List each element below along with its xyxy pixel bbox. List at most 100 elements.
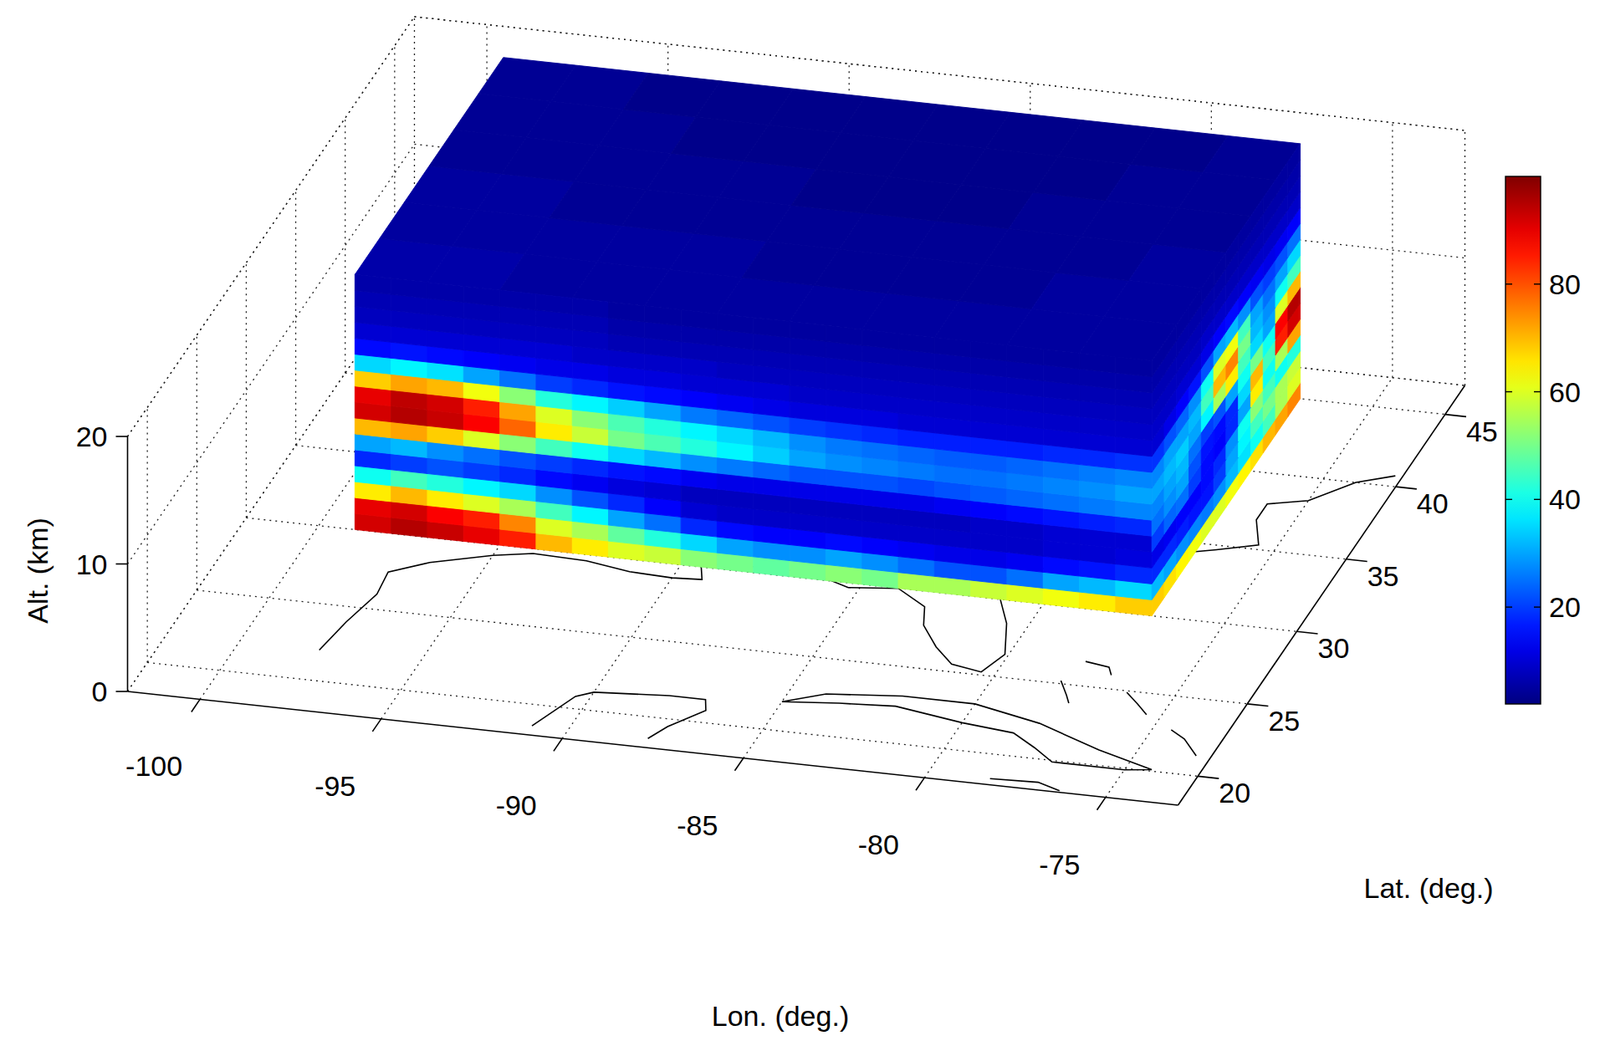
cell [500,290,537,311]
x-tick [1097,797,1106,811]
z-axis-title: Alt. (km) [21,517,54,624]
coastline [1170,730,1197,757]
grid-line [295,190,297,446]
x-tick [372,719,381,732]
y-tick [1395,486,1417,490]
x-tick-label: -100 [125,750,183,783]
grid-line [245,262,247,518]
colorbar-tick-label: 80 [1548,268,1581,301]
y-tick-label: 45 [1466,415,1498,448]
slices [354,57,1300,617]
cell [1042,348,1079,369]
cell [680,310,717,331]
cell [1115,357,1152,378]
cell [608,301,645,323]
grid-line [344,117,346,374]
y-tick [1247,704,1268,707]
x-tick-label: -80 [858,828,900,861]
colorbar-tick [1533,499,1541,501]
colorbar-tick-label: 40 [1548,483,1581,516]
y-axis [1178,385,1466,806]
y-tick-label: 30 [1317,632,1350,665]
grid-line [127,271,415,692]
colorbar-tick [1505,391,1513,393]
cell [1079,352,1116,374]
cell [1262,179,1276,215]
cell [1164,324,1177,359]
cell [354,274,391,295]
cell [572,297,609,318]
cell [644,306,681,327]
grid-line [1105,378,1393,798]
colorbar-tick [1533,283,1541,285]
y-tick [1197,776,1219,779]
z-tick-label: 20 [76,420,108,453]
grid-line [196,590,1248,705]
cell [716,313,753,334]
z-tick [116,435,128,438]
colorbar-tick [1505,283,1513,285]
x-tick [915,777,925,791]
y-tick [1296,631,1318,634]
cell [825,325,862,346]
y-tick-label: 35 [1367,560,1400,593]
cell [1007,345,1043,366]
cell [1151,342,1165,378]
cell [971,341,1008,362]
cell [1238,215,1252,251]
x-tick-label: -90 [495,789,537,822]
cell [934,337,971,358]
cell [753,317,790,338]
cell [1176,306,1190,342]
grid-line [381,299,669,720]
cell [789,322,826,343]
colorbar [1505,176,1541,705]
cell [427,282,464,303]
x-axis-title: Lon. (deg.) [711,1000,849,1033]
cell [391,278,428,299]
colorbar-tick-label: 20 [1548,591,1581,624]
grid-line [147,662,1198,777]
cell [1189,288,1202,323]
cell [1250,198,1263,233]
cell [1275,162,1289,197]
grid-line [199,279,487,700]
colorbar-tick-label: 60 [1548,376,1581,409]
y-tick-label: 25 [1267,705,1300,737]
y-tick [1445,414,1467,418]
cell [463,286,500,307]
frame-edge [127,271,415,692]
grid-line [562,318,849,739]
cell [1201,270,1214,305]
x-tick-label: -95 [314,770,356,803]
x-tick [191,699,200,712]
coastline [1060,680,1069,704]
grid-line [127,16,415,437]
x-tick [553,738,563,752]
colorbar-tick [1533,391,1541,393]
coastline [1085,661,1112,675]
z-tick-label: 0 [92,675,108,708]
grid-line [127,144,415,565]
coastline [1126,692,1147,716]
y-axis-title: Lat. (deg.) [1364,872,1494,905]
x-tick-label: -85 [676,809,718,842]
y-tick-label: 40 [1416,487,1449,520]
coastline [319,475,1396,673]
z-tick [116,563,128,566]
colorbar-tick [1505,499,1513,501]
coastline [782,694,1152,771]
z-tick-label: 10 [76,548,108,581]
colorbar-tick [1533,606,1541,608]
cell [536,294,573,315]
cell [898,333,935,354]
x-axis [127,691,1179,806]
colorbar-tick [1505,606,1513,608]
y-tick-label: 20 [1218,776,1251,809]
cell [1226,234,1239,269]
z-tick [116,690,128,693]
y-tick [1346,559,1368,563]
cell [862,329,899,350]
frame-edge [127,16,415,437]
grid-line [924,357,1212,778]
